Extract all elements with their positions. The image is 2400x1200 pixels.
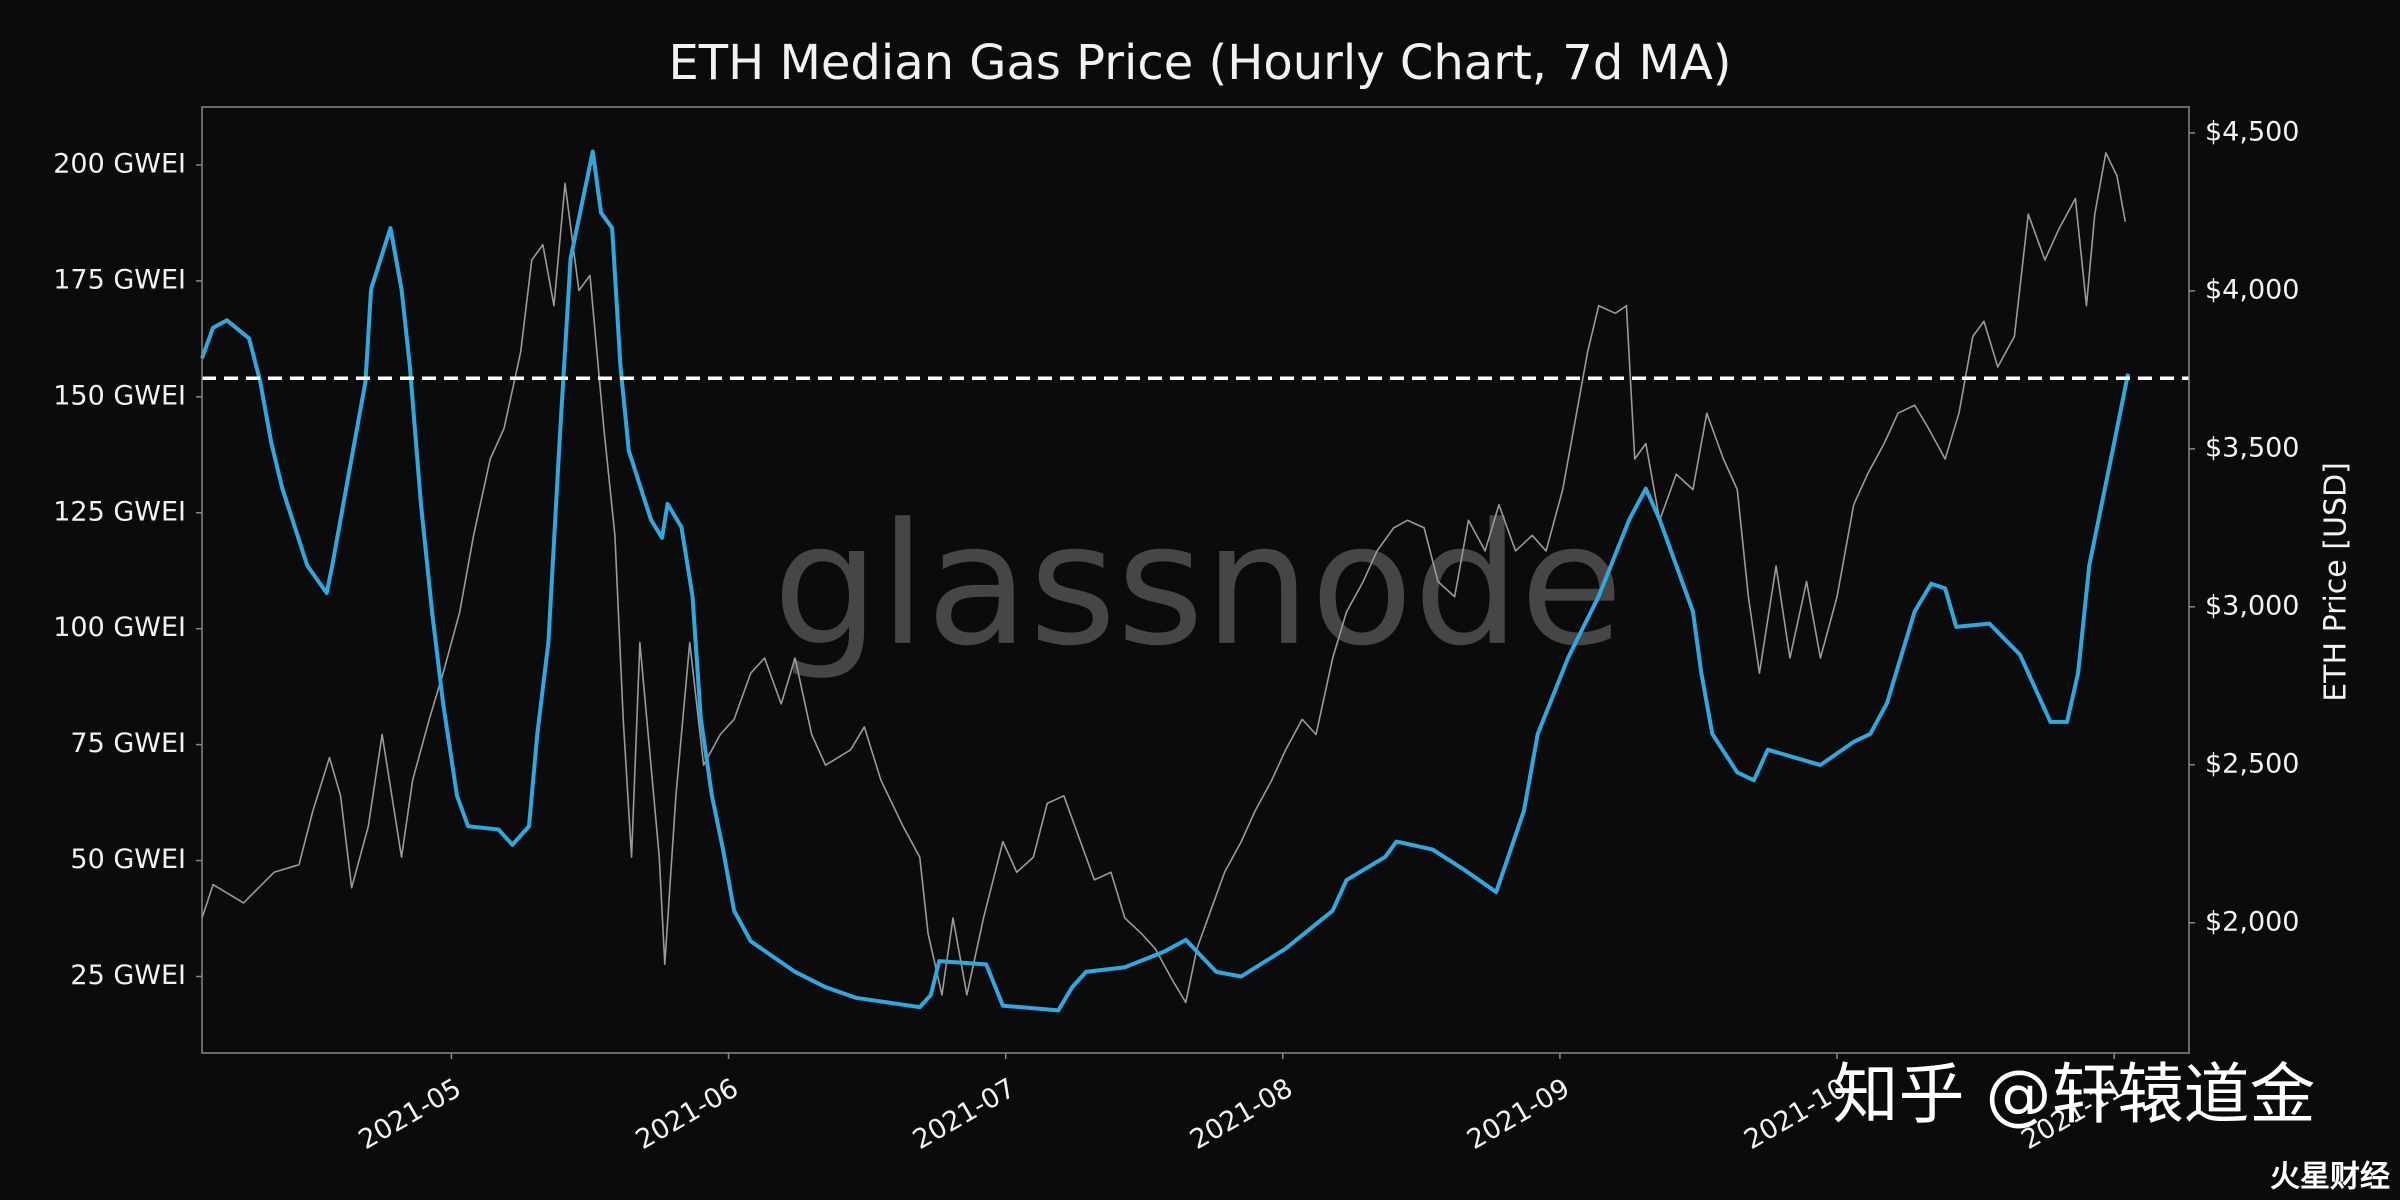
watermark: glassnode	[773, 487, 1624, 683]
gas-line	[200, 149, 2130, 1013]
y2-tick-label: $4,500	[2205, 116, 2299, 147]
y-tick-label: 175 GWEI	[53, 264, 186, 295]
y2-tick-label: $2,000	[2205, 906, 2299, 937]
y-tick-label: 25 GWEI	[70, 960, 186, 991]
price-line	[201, 152, 2127, 1004]
y2-tick-label: $3,000	[2205, 590, 2299, 621]
y2-tick-label: $3,500	[2205, 432, 2299, 463]
y-tick-label: 150 GWEI	[53, 380, 186, 411]
y-tick-label: 125 GWEI	[53, 496, 186, 527]
y2-tick-label: $4,000	[2205, 274, 2299, 305]
chart-title: ETH Median Gas Price (Hourly Chart, 7d M…	[668, 35, 1731, 91]
plot-frame	[201, 106, 2190, 1054]
source-watermark: 知乎 @轩辕道金	[1833, 1056, 2316, 1133]
y-tick-label: 200 GWEI	[53, 148, 186, 179]
y2-tick-label: $2,500	[2205, 748, 2299, 779]
y-tick-label: 75 GWEI	[70, 728, 186, 759]
y2-axis-label: ETH Price [USD]	[2319, 462, 2354, 702]
corner-watermark: 火星财经	[2270, 1160, 2390, 1195]
y-tick-label: 50 GWEI	[70, 844, 186, 875]
y-tick-label: 100 GWEI	[53, 612, 186, 643]
